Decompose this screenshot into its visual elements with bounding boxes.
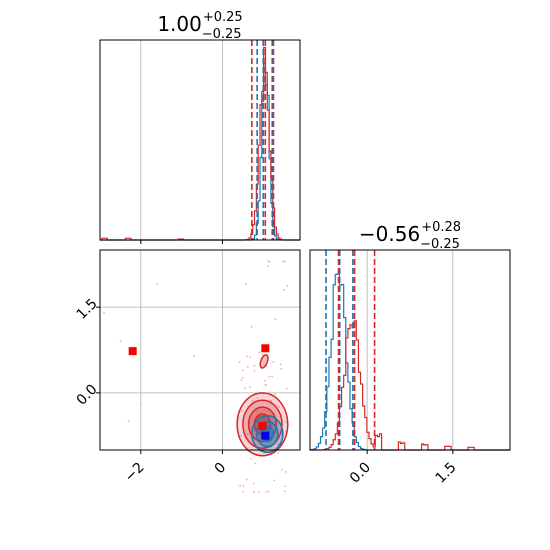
sample-point bbox=[273, 479, 276, 482]
sample-point bbox=[274, 393, 277, 396]
sample-point bbox=[244, 387, 246, 390]
marker-series-a bbox=[258, 422, 267, 430]
sample-point bbox=[240, 379, 243, 381]
panel-frame bbox=[309, 249, 511, 451]
y2-tick-label: 0.0 bbox=[74, 381, 101, 408]
param1-title: 1.00+0.25 −0.25 bbox=[157, 10, 242, 42]
sample-point bbox=[240, 435, 243, 437]
param2-title: −0.56+0.28 −0.25 bbox=[359, 220, 461, 252]
sample-point bbox=[103, 311, 105, 314]
sample-point bbox=[280, 367, 282, 370]
sample-point bbox=[272, 360, 275, 363]
hist-param1 bbox=[99, 39, 301, 241]
sample-point bbox=[284, 471, 287, 473]
sample-point bbox=[261, 353, 264, 356]
panel-frame bbox=[99, 39, 301, 241]
sample-point bbox=[282, 260, 285, 263]
sample-point bbox=[127, 420, 130, 423]
sample-point bbox=[286, 285, 289, 287]
sample-point bbox=[156, 283, 159, 286]
sample-point bbox=[268, 375, 271, 378]
sample-point bbox=[264, 379, 266, 382]
sample-point bbox=[241, 376, 244, 379]
marker-series-a bbox=[261, 344, 270, 353]
y2-tick-label: 1.5 bbox=[74, 296, 101, 323]
sample-point bbox=[250, 457, 252, 460]
sample-point bbox=[250, 326, 253, 328]
sample-point bbox=[262, 417, 265, 419]
sample-point bbox=[253, 491, 256, 494]
sample-point bbox=[246, 432, 249, 435]
sample-point bbox=[254, 462, 256, 465]
sample-point bbox=[253, 482, 255, 485]
sample-point bbox=[277, 452, 280, 454]
sample-point bbox=[267, 265, 269, 268]
sample-point bbox=[283, 490, 286, 493]
sample-point bbox=[270, 399, 272, 402]
sample-point bbox=[267, 260, 270, 263]
sample-point bbox=[274, 318, 277, 321]
contour-series-a-blob bbox=[259, 354, 269, 369]
sample-point bbox=[192, 354, 195, 357]
sample-point bbox=[253, 370, 256, 372]
sample-point bbox=[277, 443, 279, 445]
marker-series-b bbox=[261, 431, 270, 440]
sample-point bbox=[282, 288, 285, 291]
scatter-panel bbox=[99, 249, 301, 494]
sample-point bbox=[249, 386, 251, 389]
hist1-series-a bbox=[100, 46, 300, 241]
x1-tick-label: −2 bbox=[122, 460, 148, 486]
sample-point bbox=[245, 478, 248, 481]
sample-point bbox=[241, 369, 244, 372]
sample-point bbox=[238, 361, 241, 364]
sample-point bbox=[279, 363, 282, 366]
sample-point bbox=[264, 384, 267, 386]
sample-point bbox=[285, 420, 287, 423]
sample-point bbox=[267, 490, 270, 493]
sample-point bbox=[277, 405, 280, 408]
sample-point bbox=[253, 364, 256, 367]
panel-frame bbox=[99, 249, 301, 451]
sample-point bbox=[249, 356, 251, 359]
sample-point bbox=[283, 260, 286, 263]
sample-point bbox=[281, 469, 283, 471]
sample-point bbox=[265, 491, 268, 493]
sample-point bbox=[258, 351, 261, 354]
sample-point bbox=[242, 490, 245, 493]
hist-param2 bbox=[309, 249, 511, 451]
sample-point bbox=[271, 375, 273, 378]
sample-point bbox=[240, 410, 243, 412]
sample-point bbox=[256, 397, 259, 399]
sample-point bbox=[246, 365, 249, 368]
sample-point bbox=[284, 485, 287, 488]
sample-point bbox=[257, 490, 260, 493]
hist1-series-b bbox=[100, 62, 300, 241]
sample-point bbox=[245, 283, 247, 285]
sample-point bbox=[239, 484, 242, 487]
sample-point bbox=[119, 340, 122, 343]
sample-point bbox=[246, 355, 249, 358]
x1-tick-label: 0 bbox=[212, 460, 230, 478]
sample-point bbox=[251, 400, 254, 402]
sample-point bbox=[273, 434, 276, 437]
x2-tick-label: 0.0 bbox=[347, 460, 374, 487]
sample-point bbox=[242, 484, 245, 487]
sample-point bbox=[139, 403, 142, 406]
sample-point bbox=[285, 387, 288, 390]
marker-series-a bbox=[128, 347, 137, 356]
x2-tick-label: 1.5 bbox=[433, 460, 460, 487]
